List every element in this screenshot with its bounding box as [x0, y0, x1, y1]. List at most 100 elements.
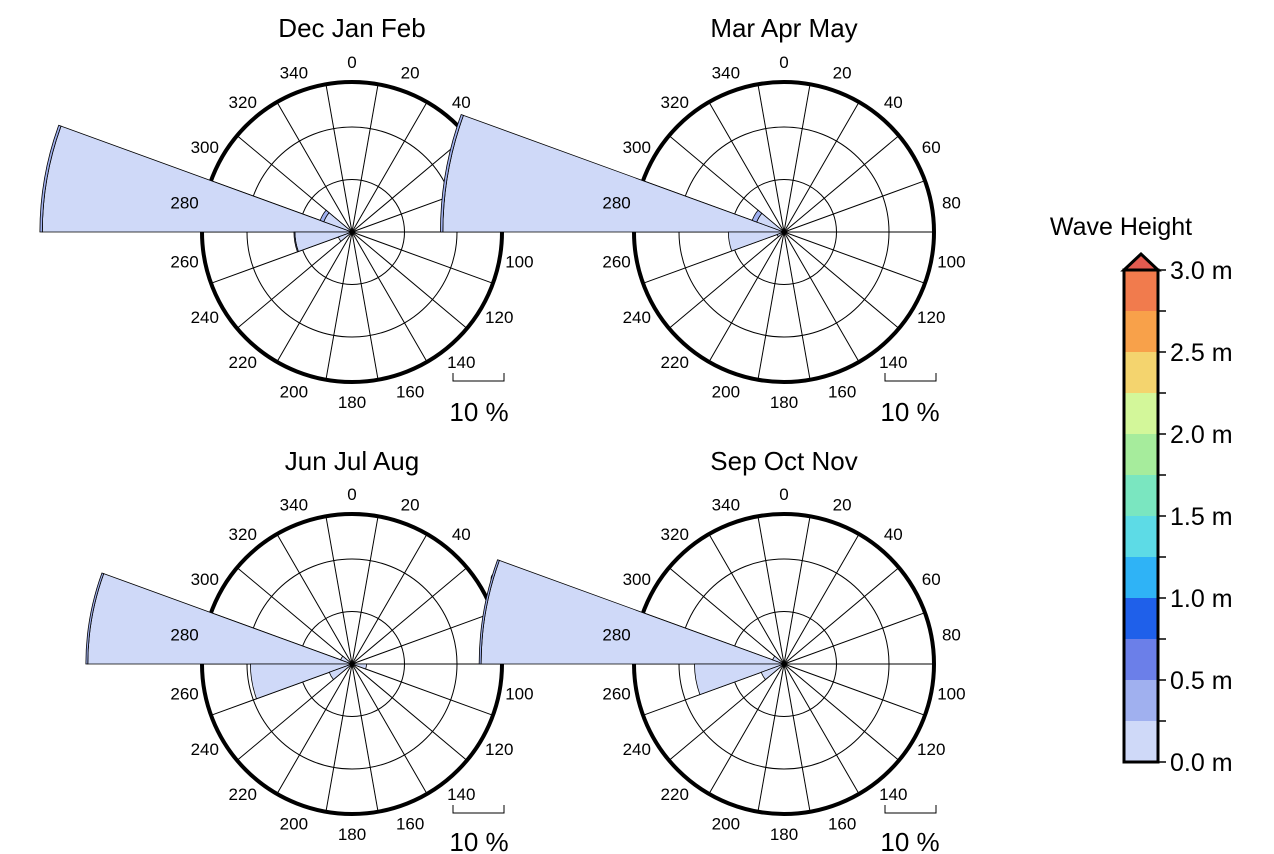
direction-tick-140: 140 [447, 785, 475, 804]
wedge-280-band-1 [85, 572, 105, 665]
wedge-group [85, 572, 367, 700]
rose-plot: 0204060801001201401601802002202402602803… [85, 485, 534, 844]
direction-tick-0: 0 [347, 53, 356, 72]
grid-spoke [783, 663, 811, 812]
grid-spoke [757, 84, 785, 233]
panel-title: Jun Jul Aug [285, 446, 419, 476]
direction-tick-300: 300 [623, 570, 651, 589]
grid-spoke [276, 231, 353, 363]
direction-tick-340: 340 [280, 495, 308, 514]
grid-spoke [783, 663, 900, 761]
colorbar-band-5 [1124, 516, 1158, 557]
direction-tick-260: 260 [602, 685, 630, 704]
grid-spoke [325, 516, 353, 665]
direction-tick-140: 140 [879, 785, 907, 804]
wedge-280-band-1 [440, 113, 464, 233]
direction-tick-280: 280 [602, 193, 630, 212]
direction-tick-200: 200 [712, 383, 740, 402]
direction-tick-60: 60 [922, 570, 941, 589]
direction-tick-320: 320 [229, 93, 257, 112]
wedge-240-band-0 [776, 231, 785, 238]
wedge-300-band-1 [319, 209, 330, 223]
rose-plot: 0204060801001201401601802002202402602803… [39, 53, 534, 412]
grid-spoke [708, 101, 785, 233]
direction-tick-100: 100 [937, 253, 965, 272]
grid-spoke [708, 533, 785, 665]
scale-label: 10 % [880, 827, 939, 854]
grid-spoke [783, 231, 900, 329]
grid-spoke [351, 663, 379, 812]
direction-tick-20: 20 [401, 495, 420, 514]
direction-tick-100: 100 [937, 685, 965, 704]
direction-tick-40: 40 [884, 525, 903, 544]
wedge-group [440, 113, 785, 252]
wedge-240-band-0 [760, 663, 785, 681]
panel-title: Sep Oct Nov [710, 446, 857, 476]
scale-bar [452, 373, 505, 382]
direction-tick-220: 220 [229, 353, 257, 372]
grid-spoke [351, 663, 468, 761]
grid-spoke [757, 663, 785, 812]
panel-jun-jul-aug: Jun Jul Aug 0204060801001201401601802002… [85, 446, 534, 854]
direction-tick-160: 160 [396, 383, 424, 402]
direction-tick-260: 260 [170, 685, 198, 704]
panel-title: Dec Jan Feb [278, 13, 425, 43]
wedge-280-band-1 [478, 559, 500, 665]
panel-mar-apr-may: Mar Apr May 0 20 40 60 80 100 120 140 160 180 200 2… [440, 13, 966, 427]
direction-tick-240: 240 [191, 308, 219, 327]
direction-tick-100: 100 [505, 685, 533, 704]
scale-bar [452, 805, 505, 814]
direction-tick-180: 180 [770, 393, 798, 412]
colorbar-band-9 [1124, 352, 1158, 393]
wedge-260-band-1 [293, 231, 299, 253]
direction-tick-300: 300 [191, 570, 219, 589]
direction-tick-340: 340 [712, 63, 740, 82]
direction-tick-200: 200 [280, 815, 308, 834]
colorbar-band-7 [1124, 434, 1158, 475]
direction-tick-0: 0 [779, 485, 788, 504]
direction-tick-320: 320 [661, 525, 689, 544]
colorbar-overflow-triangle [1120, 251, 1162, 272]
direction-tick-260: 260 [170, 253, 198, 272]
grid-spoke [236, 663, 353, 761]
colorbar-band-6 [1124, 475, 1158, 516]
wedge-240-band-0 [328, 663, 353, 681]
grid-spoke [783, 84, 811, 233]
colorbar-label: 1.5 m [1170, 503, 1233, 531]
wedge-260-band-0 [694, 663, 785, 696]
grid-spoke [351, 516, 379, 665]
colorbar-label: 2.0 m [1170, 421, 1233, 449]
panel-dec-jan-feb: Dec Jan Feb 0204060801001201401601802002… [39, 13, 534, 427]
wedge-300-band-1 [751, 209, 763, 223]
direction-tick-200: 200 [712, 815, 740, 834]
grid-spoke [757, 516, 785, 665]
direction-tick-300: 300 [191, 138, 219, 157]
grid-spoke [783, 516, 811, 665]
colorbar-label: 3.0 m [1170, 257, 1233, 285]
grid-spoke [783, 612, 926, 665]
direction-tick-280: 280 [602, 625, 630, 644]
direction-tick-340: 340 [712, 495, 740, 514]
colorbar-band-8 [1124, 393, 1158, 434]
colorbar-band-2 [1124, 639, 1158, 680]
grid-spoke [668, 567, 785, 665]
direction-tick-240: 240 [623, 308, 651, 327]
direction-tick-140: 140 [447, 353, 475, 372]
direction-tick-280: 280 [170, 193, 198, 212]
grid-spoke [351, 612, 494, 665]
direction-tick-80: 80 [942, 625, 961, 644]
direction-tick-20: 20 [833, 495, 852, 514]
direction-tick-0: 0 [347, 485, 356, 504]
grid-spoke [325, 231, 353, 380]
direction-tick-180: 180 [770, 825, 798, 844]
grid-spoke [236, 231, 353, 329]
direction-tick-20: 20 [401, 63, 420, 82]
colorbar-label: 0.5 m [1170, 667, 1233, 695]
direction-tick-280: 280 [170, 625, 198, 644]
grid-spoke [783, 101, 860, 233]
wedge-100-band-0 [351, 663, 367, 670]
grid-spoke [783, 663, 926, 716]
colorbar: 0.0 m 0.5 m 1.0 m 1.5 m 2.0 m 2.5 m 3.0 m [1120, 251, 1233, 777]
wedge-300-band-0 [340, 655, 353, 665]
grid-spoke [783, 567, 900, 665]
